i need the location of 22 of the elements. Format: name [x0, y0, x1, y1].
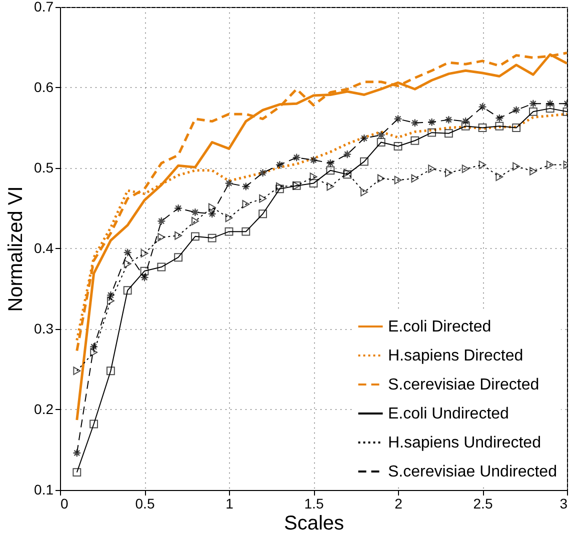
- x-axis-title: Scales: [284, 512, 344, 534]
- x-tick-label: 0.5: [135, 496, 155, 512]
- x-tick-label: 1.5: [304, 496, 324, 512]
- legend-label: E.coli Undirected: [388, 406, 509, 422]
- x-tick-label: 2.5: [473, 496, 493, 512]
- y-tick-label: 0.4: [34, 240, 54, 256]
- y-axis-title: Normalized VI: [5, 186, 28, 312]
- x-tick-label: 3: [560, 496, 568, 512]
- y-tick-label: 0.1: [34, 482, 54, 498]
- x-tick-label: 1: [226, 496, 234, 512]
- y-tick-label: 0.5: [34, 160, 54, 176]
- y-tick-label: 0.2: [34, 401, 54, 417]
- legend-label: H.sapiens Undirected: [388, 434, 541, 452]
- x-tick-label: 2: [394, 496, 403, 512]
- y-tick-label: 0.6: [34, 79, 54, 95]
- x-tick-label: 0: [60, 496, 68, 512]
- legend-label: S.cerevisiae Directed: [388, 376, 540, 394]
- legend-label: E.coli Directed: [388, 318, 492, 336]
- legend-label: H.sapiens Directed: [388, 348, 524, 364]
- y-tick-label: 0.3: [34, 320, 54, 336]
- legend-label: S.cerevisiae Undirected: [388, 464, 557, 480]
- y-tick-label: 0.7: [34, 0, 54, 14]
